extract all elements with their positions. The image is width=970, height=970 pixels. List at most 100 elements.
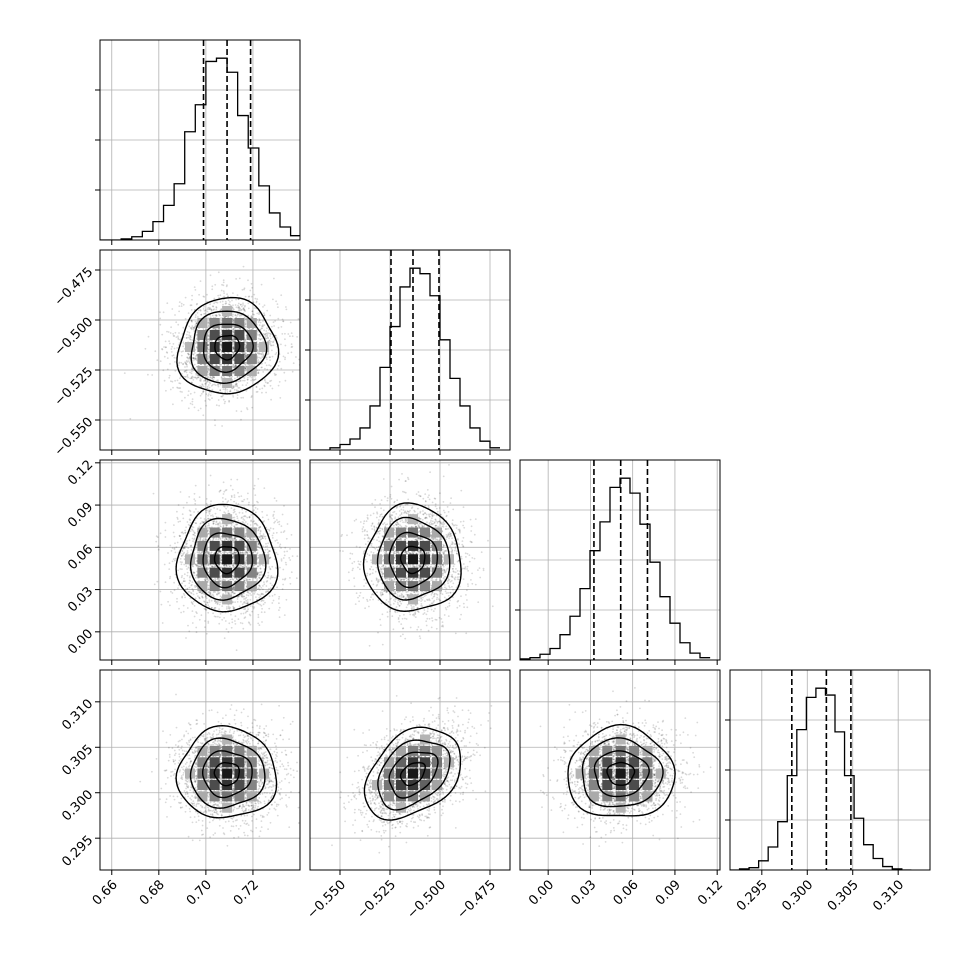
sample-point [266, 358, 268, 361]
sample-point [245, 354, 247, 357]
sample-point [195, 346, 198, 348]
sample-point [147, 373, 149, 376]
sample-point [209, 474, 212, 477]
sample-point [211, 397, 213, 399]
sample-point [245, 354, 247, 357]
sample-point [232, 352, 235, 355]
sample-point [273, 277, 275, 280]
sample-point [219, 383, 222, 386]
sample-point [168, 376, 171, 379]
sample-point [297, 318, 300, 320]
sample-point [230, 339, 233, 342]
sample-point [244, 369, 247, 372]
sample-point [232, 322, 235, 324]
sample-point [203, 363, 206, 366]
sample-point [237, 503, 240, 505]
sample-point [286, 550, 288, 553]
sample-point [237, 380, 240, 383]
sample-point [223, 328, 225, 330]
sample-point [179, 338, 181, 341]
sample-point [169, 388, 172, 391]
sample-point [238, 307, 241, 309]
sample-point [256, 356, 259, 359]
sample-point [220, 340, 223, 343]
sample-point [159, 311, 161, 314]
sample-point [191, 622, 194, 624]
sample-point [192, 357, 195, 360]
sample-point [282, 355, 285, 358]
sample-point [164, 536, 167, 538]
sample-point [279, 543, 282, 546]
sample-point [193, 492, 196, 495]
sample-point [182, 517, 185, 520]
sample-point [161, 622, 164, 624]
sample-point [278, 381, 281, 383]
sample-point [263, 333, 266, 336]
sample-point [255, 386, 258, 388]
sample-point [198, 385, 201, 388]
sample-point [232, 322, 235, 325]
sample-point [197, 316, 199, 318]
sample-point [195, 631, 198, 634]
sample-point [178, 305, 181, 307]
sample-point [247, 608, 250, 611]
sample-point [172, 333, 175, 335]
sample-point [202, 414, 205, 417]
sample-point [263, 314, 266, 316]
sample-point [168, 340, 171, 343]
sample-point [258, 369, 261, 371]
sample-point [172, 354, 175, 357]
sample-point [265, 334, 267, 337]
sample-point [178, 301, 181, 303]
sample-point [207, 394, 210, 397]
sample-point [161, 333, 164, 336]
sample-point [187, 352, 190, 355]
sample-point [207, 344, 210, 347]
sample-point [186, 375, 189, 378]
sample-point [252, 379, 255, 381]
sample-point [282, 557, 285, 559]
sample-point [272, 298, 274, 301]
sample-point [268, 364, 270, 367]
sample-point [188, 356, 191, 358]
sample-point [217, 383, 220, 386]
sample-point [220, 344, 223, 347]
sample-point [256, 508, 259, 510]
sample-point [219, 389, 222, 392]
sample-point [171, 308, 174, 310]
sample-point [254, 378, 257, 381]
sample-point [260, 353, 263, 356]
sample-point [272, 344, 275, 347]
sample-point [239, 379, 242, 382]
sample-point [188, 353, 190, 356]
sample-point [271, 355, 274, 358]
sample-point [172, 343, 175, 345]
sample-point [229, 375, 231, 378]
sample-point [263, 384, 266, 387]
sample-point [274, 374, 276, 376]
sample-point [208, 321, 210, 324]
sample-point [163, 346, 166, 348]
sample-point [250, 282, 253, 285]
sample-point [168, 374, 171, 377]
sample-point [188, 331, 191, 334]
sample-point [232, 325, 235, 328]
sample-point [269, 380, 271, 383]
sample-point [181, 399, 183, 402]
sample-point [272, 515, 274, 517]
sample-point [232, 352, 235, 354]
sample-point [202, 390, 205, 393]
sample-point [287, 333, 290, 335]
sample-point [250, 395, 253, 397]
sample-point [167, 331, 170, 333]
sample-point [251, 310, 254, 313]
sample-point [183, 594, 186, 596]
sample-point [220, 308, 223, 311]
sample-point [257, 372, 259, 375]
sample-point [189, 338, 192, 341]
sample-point [256, 298, 259, 300]
sample-point [251, 406, 254, 409]
sample-point [239, 327, 241, 330]
sample-point [195, 374, 198, 376]
sample-point [191, 356, 194, 359]
